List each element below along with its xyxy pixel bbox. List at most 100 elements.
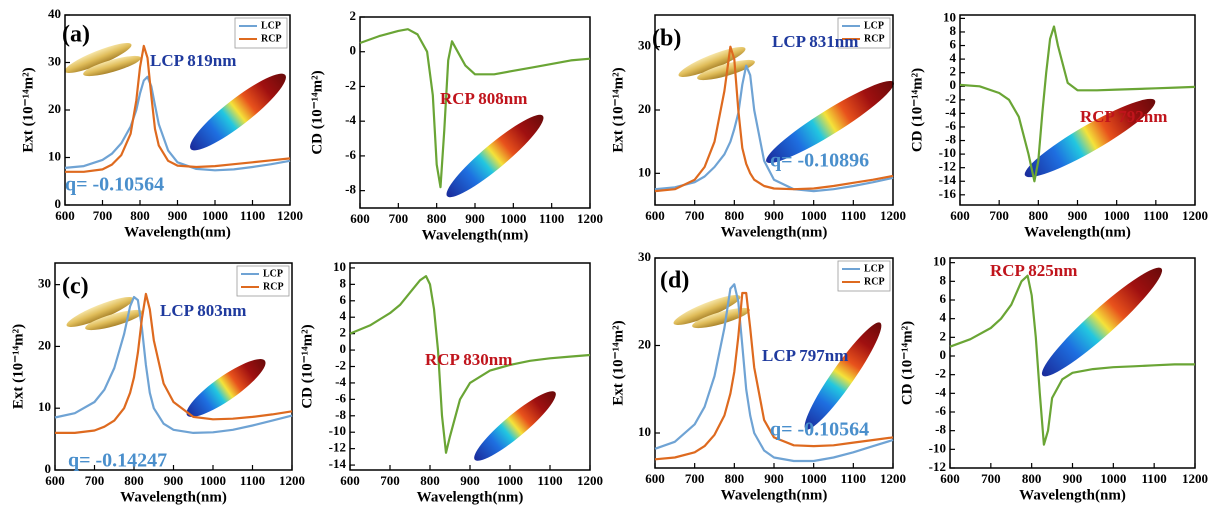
annotation: RCP 825nm	[990, 261, 1077, 280]
y-tick-label: 20	[38, 337, 51, 352]
panel-label: (c)	[62, 274, 89, 300]
legend-label: RCP	[864, 33, 885, 44]
y-tick-label: 0	[350, 43, 357, 58]
legend-label: RCP	[864, 276, 885, 287]
gold-nanorod	[64, 43, 132, 73]
y-tick-label: -6	[935, 403, 946, 418]
x-tick-label: 600	[55, 208, 75, 223]
y-tick-label: 4	[940, 310, 947, 325]
annotation: q= -0.14247	[68, 450, 167, 472]
y-tick-label: -12	[939, 159, 956, 174]
gold-nanorod	[697, 59, 755, 81]
y-tick-label: -2	[345, 77, 356, 92]
data-line	[654, 283, 894, 463]
y-tick-label: 40	[48, 6, 61, 21]
y-tick-label: -12	[329, 440, 346, 455]
y-tick-label: -4	[335, 374, 346, 389]
y-tick-label: 6	[340, 292, 347, 307]
panel: 600 700 800 900 1000 1100 1200 0 10 20 30 Wavelengt…	[10, 262, 305, 505]
y-tick-label: 10	[933, 254, 946, 269]
y-tick-label: 6	[950, 37, 957, 52]
panel-label: (d)	[660, 268, 689, 294]
gold-nanorod	[83, 55, 141, 77]
x-tick-label: 900	[764, 471, 784, 486]
y-tick-label: -2	[935, 366, 946, 381]
x-tick-label: 600	[940, 471, 960, 486]
legend-label: LCP	[261, 20, 281, 31]
gold-nanorod	[692, 307, 750, 329]
x-tick-label: 800	[124, 473, 144, 488]
panel: 600 700 800 900 1000 1100 12001086420-2-4-6-8-…	[909, 9, 1208, 240]
data-line	[65, 44, 291, 173]
y-tick-label: 10	[943, 9, 956, 24]
y-tick-label: 10	[333, 259, 346, 274]
legend-label: LCP	[864, 20, 884, 31]
x-tick-label: 1000	[500, 211, 526, 226]
y-axis-label: Ext (10⁻¹⁴m²)	[610, 320, 626, 405]
legend-box	[837, 17, 891, 49]
x-tick-label: 600	[950, 208, 970, 223]
legend-label: RCP	[261, 33, 282, 44]
y-tick-label: 10	[638, 424, 651, 439]
y-tick-label: -8	[345, 182, 356, 197]
y-tick-label: 20	[638, 336, 651, 351]
y-tick-label: 10	[638, 164, 651, 179]
x-tick-label: 800	[420, 473, 440, 488]
x-tick-label: 1100	[841, 471, 866, 486]
nanorod-field-map	[190, 73, 286, 151]
data-line	[654, 64, 894, 193]
y-tick-label: 2	[950, 64, 957, 79]
y-tick-label: -8	[945, 132, 956, 147]
data-line	[959, 25, 1196, 183]
y-tick-label: -8	[935, 422, 946, 437]
x-tick-label: 700	[380, 473, 400, 488]
panel-label: (b)	[652, 26, 681, 52]
data-line	[349, 275, 591, 454]
data-line	[654, 291, 894, 461]
y-axis-label: Ext (10⁻¹⁴m²)	[20, 67, 36, 152]
x-tick-label: 800	[725, 471, 745, 486]
annotation: LCP 803nm	[160, 301, 246, 320]
y-tick-label: 0	[340, 341, 347, 356]
x-tick-label: 1200	[880, 471, 906, 486]
x-tick-label: 600	[350, 211, 370, 226]
y-tick-label: 30	[38, 276, 51, 291]
y-tick-label: -10	[929, 440, 946, 455]
y-tick-label: 2	[350, 8, 357, 23]
annotation: LCP 831nm	[772, 32, 858, 51]
y-axis-label: CD (10⁻¹⁴m²)	[899, 321, 915, 405]
annotation: RCP 830nm	[425, 350, 512, 369]
x-tick-label: 1100	[1142, 471, 1167, 486]
y-tick-label: -10	[329, 423, 346, 438]
panel: 600 700 800 900 1000 1100 1200 0 10 20 30 40 Wavelen…	[20, 6, 303, 240]
data-line	[359, 28, 591, 189]
x-axis-label: Wavelength(nm)	[124, 224, 231, 240]
nanorod-field-map	[766, 80, 894, 164]
x-tick-label: 900	[460, 473, 480, 488]
x-tick-label: 1200	[277, 208, 303, 223]
x-axis-label: Wavelength(nm)	[417, 489, 524, 505]
panel: 600 700 800 900 1000 1100 12001086420-2-4-6-8-…	[899, 254, 1208, 504]
legend-box	[234, 17, 288, 49]
x-axis-label: Wavelength(nm)	[721, 487, 828, 503]
annotation: RCP 808nm	[440, 89, 527, 108]
y-axis-label: Ext (10⁻¹⁴m²)	[10, 324, 26, 409]
x-tick-label: 600	[45, 473, 65, 488]
y-tick-label: -10	[939, 145, 956, 160]
x-tick-label: 700	[389, 211, 409, 226]
x-tick-label: 700	[685, 208, 705, 223]
y-tick-label: -6	[335, 390, 346, 405]
legend-box	[236, 265, 290, 297]
data-line	[55, 292, 293, 434]
x-tick-label: 800	[1022, 471, 1042, 486]
annotation: RCP 792nm	[1080, 107, 1167, 126]
x-tick-label: 800	[130, 208, 150, 223]
y-tick-label: -4	[945, 104, 956, 119]
data-line	[949, 274, 1195, 446]
y-tick-label: 6	[940, 291, 947, 306]
y-tick-label: 0	[45, 461, 52, 476]
nanorod-field-map	[474, 391, 556, 461]
y-tick-label: 2	[340, 325, 347, 340]
x-tick-label: 700	[989, 208, 1009, 223]
